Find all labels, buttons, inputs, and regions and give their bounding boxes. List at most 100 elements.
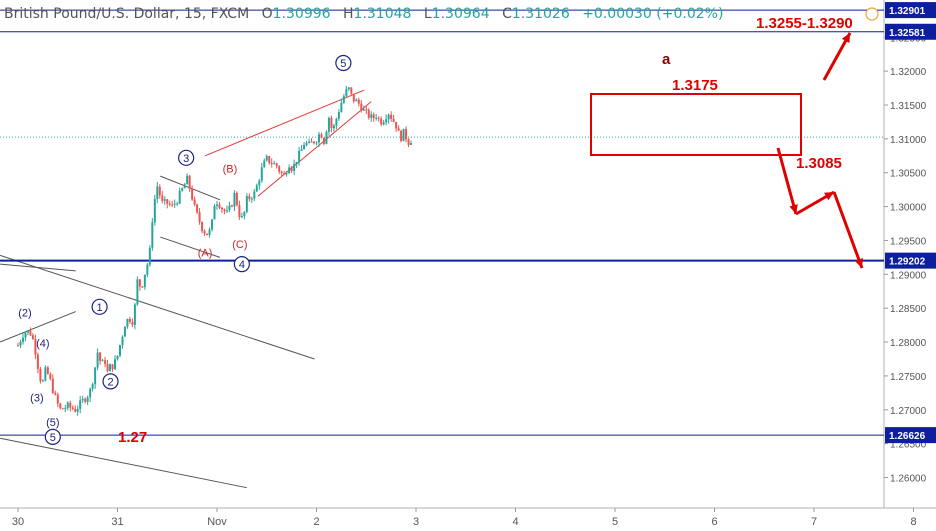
change-value: +0.00030 (+0.02%) xyxy=(582,6,724,22)
candle-body xyxy=(101,360,104,362)
candle-body xyxy=(230,205,233,207)
open-value: 1.30996 xyxy=(272,6,331,22)
low-value: 1.30964 xyxy=(431,6,490,22)
low-label: L xyxy=(423,6,432,22)
candle-body xyxy=(146,264,149,275)
candle-body xyxy=(352,93,355,102)
candle-body xyxy=(51,378,54,393)
y-tick-label: 1.30500 xyxy=(890,169,927,180)
wave-circle-label: 1 xyxy=(97,302,103,314)
x-tick-label: 7 xyxy=(811,516,817,528)
candle-body xyxy=(367,109,370,118)
candle-body xyxy=(213,205,216,220)
candle-body xyxy=(365,109,368,111)
candle-body xyxy=(405,128,408,140)
candle-body xyxy=(203,231,206,234)
candle-body xyxy=(123,326,126,337)
candle-body xyxy=(156,186,159,199)
candle-body xyxy=(91,384,94,389)
candle-body xyxy=(395,121,398,129)
x-tick-label: 31 xyxy=(111,516,123,528)
candle-body xyxy=(158,186,161,196)
arrow-down-2-head xyxy=(854,258,863,268)
y-tick-label: 1.26000 xyxy=(890,474,927,485)
y-tick-label: 1.26500 xyxy=(890,440,927,451)
candle-body xyxy=(280,171,283,174)
candle-body xyxy=(283,173,286,175)
candle-body xyxy=(81,398,84,401)
x-tick-label: 5 xyxy=(612,516,618,528)
candle-body xyxy=(19,341,22,346)
wave-circle-label: 5 xyxy=(340,58,346,70)
candle-body xyxy=(347,87,350,90)
candle-body xyxy=(288,167,291,174)
candle-body xyxy=(295,161,298,165)
candle-body xyxy=(71,407,74,409)
candle-body xyxy=(173,203,176,205)
candle-body xyxy=(245,196,248,212)
candle-body xyxy=(298,150,301,162)
candle-body xyxy=(260,167,263,181)
plot-area xyxy=(0,0,884,508)
candle-body xyxy=(186,175,189,185)
high-value: 1.31048 xyxy=(353,6,412,22)
candle-body xyxy=(255,185,258,192)
wave-circle xyxy=(178,149,195,166)
candle-body xyxy=(290,167,293,171)
trend-line xyxy=(0,254,315,360)
candle-body xyxy=(335,118,338,126)
candle-body xyxy=(220,207,223,210)
candle-body xyxy=(218,204,221,208)
candle-body xyxy=(41,380,44,382)
wave-a-label: a xyxy=(662,51,671,68)
candle-body xyxy=(106,364,109,372)
wave-label: (4) xyxy=(36,338,49,350)
candle-body xyxy=(121,336,124,346)
candle-body xyxy=(372,114,375,118)
candle-body xyxy=(176,203,179,205)
candle-body xyxy=(392,118,395,122)
candle-body xyxy=(410,143,413,145)
candle-body xyxy=(168,203,171,205)
candle-body xyxy=(133,304,136,325)
trend-line xyxy=(160,236,221,258)
candle-body xyxy=(111,364,114,370)
candle-body xyxy=(138,279,141,287)
candle-body xyxy=(225,210,228,212)
candle-body xyxy=(188,175,191,189)
candle-body xyxy=(131,321,134,325)
open-label: O xyxy=(261,6,273,22)
x-tick-label: Nov xyxy=(207,516,227,528)
candle-body xyxy=(198,212,201,223)
wave-circle xyxy=(102,373,119,390)
candle-body xyxy=(216,204,218,206)
wave-circle-label: 3 xyxy=(183,153,189,165)
candle-body xyxy=(380,118,383,125)
candle-body xyxy=(278,166,281,172)
candle-body xyxy=(109,364,112,372)
candle-body xyxy=(104,360,107,365)
candle-body xyxy=(161,195,164,201)
candle-body xyxy=(84,398,87,402)
trend-line xyxy=(204,89,365,157)
candle-body xyxy=(166,199,169,204)
candle-body xyxy=(345,89,348,97)
candle-body xyxy=(370,114,373,118)
candle-body xyxy=(34,339,37,355)
candle-body xyxy=(402,128,405,142)
candle-body xyxy=(355,99,358,102)
candle-body xyxy=(310,141,313,143)
wave-circle xyxy=(44,428,61,445)
candle-body xyxy=(54,392,57,395)
candle-body xyxy=(89,388,92,398)
wave-label: (5) xyxy=(46,417,59,429)
candle-body xyxy=(243,211,246,217)
candle-body xyxy=(99,352,102,361)
candle-body xyxy=(66,402,69,409)
candle-body xyxy=(24,332,27,338)
candle-body xyxy=(270,162,273,164)
candle-body xyxy=(233,192,236,207)
price-badge xyxy=(885,252,936,269)
candle-body xyxy=(235,192,238,206)
